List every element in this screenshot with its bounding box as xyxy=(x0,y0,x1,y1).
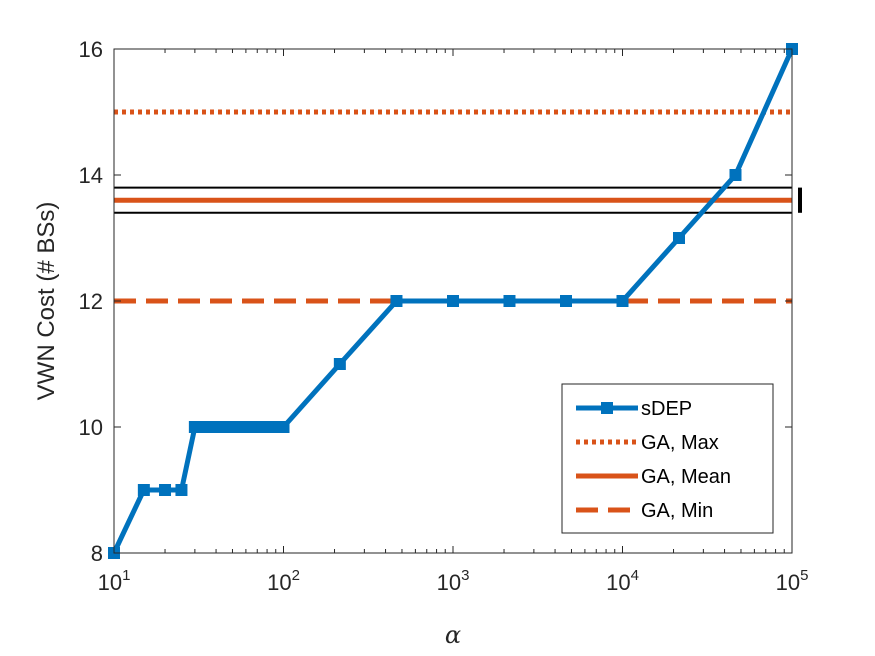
sdep-marker xyxy=(672,232,685,244)
y-tick-label: 14 xyxy=(79,163,103,188)
x-tick-label: 104 xyxy=(606,567,639,595)
sdep-marker xyxy=(188,421,201,433)
y-tick-label: 8 xyxy=(91,541,103,566)
sdep-marker xyxy=(277,421,290,433)
y-tick-label: 10 xyxy=(79,415,103,440)
x-tick-label: 101 xyxy=(98,567,131,595)
y-axis-label: VWN Cost (# BSs) xyxy=(33,202,60,401)
legend-label: GA, Mean xyxy=(641,466,731,488)
sdep-marker xyxy=(729,169,742,181)
legend-label: GA, Max xyxy=(641,432,719,454)
y-tick-label: 12 xyxy=(79,289,103,314)
sdep-marker xyxy=(390,295,403,307)
legend: sDEP GA, Max GA, Mean GA, Min xyxy=(561,383,774,534)
sdep-marker xyxy=(333,358,346,370)
sdep-marker xyxy=(503,295,516,307)
x-axis-label: α xyxy=(445,621,461,649)
x-tick-label: 105 xyxy=(776,567,809,595)
series-sdep xyxy=(108,43,798,559)
x-tick-label: 103 xyxy=(437,567,470,595)
sdep-markers xyxy=(108,43,798,559)
sdep-marker xyxy=(200,421,213,433)
legend-marker xyxy=(601,402,613,414)
sdep-marker xyxy=(560,295,573,307)
legend-label: sDEP xyxy=(641,398,692,420)
sdep-marker xyxy=(447,295,459,307)
x-tick-label: 102 xyxy=(267,567,300,595)
legend-label: GA, Min xyxy=(641,500,713,522)
ticks xyxy=(113,48,793,554)
y-tick-labels: 8 10 12 14 16 xyxy=(79,37,103,566)
legend-items: sDEP GA, Max GA, Mean GA, Min xyxy=(576,398,731,522)
sdep-marker xyxy=(159,484,172,496)
sdep-marker xyxy=(616,295,629,307)
sdep-marker xyxy=(137,484,150,496)
x-tick-labels: 101 102 103 104 105 xyxy=(98,567,809,595)
sdep-marker xyxy=(175,484,188,496)
y-tick-label: 16 xyxy=(79,37,103,62)
